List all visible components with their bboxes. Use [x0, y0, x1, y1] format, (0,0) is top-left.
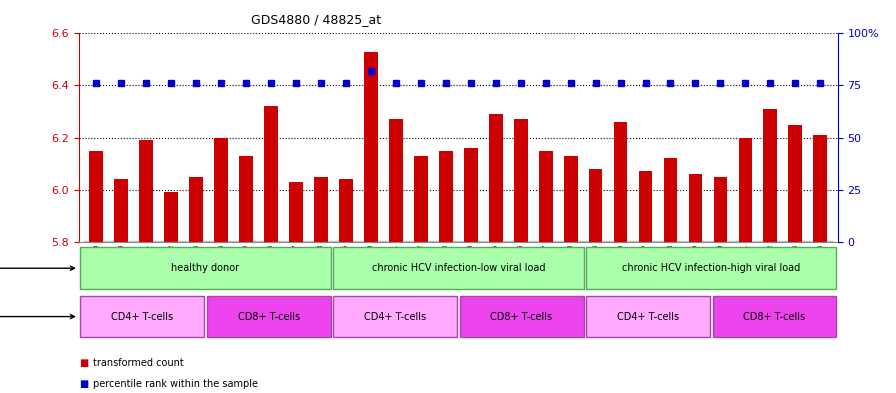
- Text: ■: ■: [79, 379, 88, 389]
- Bar: [489, 114, 503, 242]
- Bar: [389, 119, 403, 242]
- Bar: [339, 179, 353, 242]
- Bar: [314, 176, 328, 242]
- Bar: [564, 156, 578, 242]
- Bar: [664, 158, 677, 242]
- Text: cell type: cell type: [0, 312, 74, 321]
- Bar: [80, 296, 204, 337]
- Bar: [589, 169, 602, 242]
- Text: transformed count: transformed count: [93, 358, 184, 368]
- Bar: [586, 296, 710, 337]
- Bar: [333, 296, 457, 337]
- Text: CD8+ T-cells: CD8+ T-cells: [237, 312, 299, 321]
- Bar: [289, 182, 303, 242]
- Bar: [513, 119, 528, 242]
- Text: ■: ■: [79, 358, 88, 368]
- Bar: [464, 148, 478, 242]
- Text: percentile rank within the sample: percentile rank within the sample: [93, 379, 258, 389]
- Bar: [214, 138, 228, 242]
- Bar: [207, 296, 331, 337]
- Bar: [90, 151, 103, 242]
- Text: CD4+ T-cells: CD4+ T-cells: [364, 312, 426, 321]
- Bar: [712, 296, 837, 337]
- Bar: [814, 135, 827, 242]
- Bar: [140, 140, 153, 242]
- Text: GDS4880 / 48825_at: GDS4880 / 48825_at: [251, 13, 381, 26]
- Bar: [333, 248, 583, 289]
- Text: CD4+ T-cells: CD4+ T-cells: [617, 312, 679, 321]
- Bar: [614, 122, 627, 242]
- Bar: [689, 174, 702, 242]
- Text: disease state: disease state: [0, 263, 74, 273]
- Bar: [738, 138, 753, 242]
- Bar: [788, 125, 802, 242]
- Text: chronic HCV infection-low viral load: chronic HCV infection-low viral load: [372, 263, 545, 273]
- Text: CD8+ T-cells: CD8+ T-cells: [744, 312, 806, 321]
- Bar: [439, 151, 452, 242]
- Bar: [264, 106, 278, 242]
- Bar: [189, 176, 203, 242]
- Bar: [538, 151, 553, 242]
- Bar: [763, 109, 777, 242]
- Text: chronic HCV infection-high viral load: chronic HCV infection-high viral load: [622, 263, 800, 273]
- Bar: [80, 248, 331, 289]
- Bar: [164, 192, 178, 242]
- Bar: [364, 51, 378, 242]
- Bar: [414, 156, 427, 242]
- Bar: [586, 248, 837, 289]
- Text: healthy donor: healthy donor: [171, 263, 239, 273]
- Bar: [460, 296, 583, 337]
- Bar: [713, 176, 728, 242]
- Text: CD4+ T-cells: CD4+ T-cells: [111, 312, 173, 321]
- Bar: [639, 171, 652, 242]
- Bar: [115, 179, 128, 242]
- Bar: [239, 156, 253, 242]
- Text: CD8+ T-cells: CD8+ T-cells: [490, 312, 553, 321]
